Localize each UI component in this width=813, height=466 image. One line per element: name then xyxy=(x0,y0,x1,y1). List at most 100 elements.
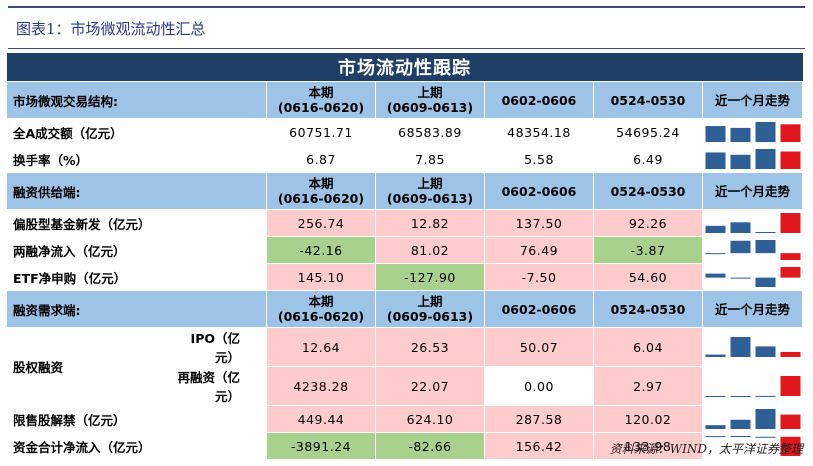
trend-bar xyxy=(780,253,801,260)
trend-bar xyxy=(780,414,801,429)
trend-sparkline xyxy=(705,213,801,234)
value-cell: 449.44 xyxy=(266,405,376,433)
trend-bar xyxy=(705,425,726,429)
column-header-line1: 上期 xyxy=(417,176,443,191)
row-label: 偏股型基金新发（亿元） xyxy=(6,209,267,237)
value-cell: -82.66 xyxy=(375,432,485,460)
trend-cell xyxy=(702,118,803,146)
column-header-line2: (0616-0620) xyxy=(277,191,365,206)
row-label: 全A成交额（亿元） xyxy=(6,118,267,146)
table-row: 两融净流入（亿元） -42.16 81.02 76.49 -3.87 xyxy=(6,236,803,264)
trend-sparkline xyxy=(705,436,801,456)
trend-bar xyxy=(730,419,751,429)
trend-bar xyxy=(705,152,726,169)
column-header: 0524-0530 xyxy=(593,172,703,210)
value-cell: 48354.18 xyxy=(484,118,594,146)
column-header-line1: 0602-0606 xyxy=(501,301,577,317)
column-header-line1: 0524-0530 xyxy=(610,183,686,199)
value-cell: 133.98 xyxy=(593,432,703,460)
column-header: 上期 (0609-0613) xyxy=(375,290,485,328)
trend-cell xyxy=(702,405,803,433)
value-cell: -3.87 xyxy=(593,236,703,264)
column-header-line1: 上期 xyxy=(417,294,443,309)
table-row: ETF净申购（亿元） 145.10 -127.90 -7.50 54.60 xyxy=(6,263,803,291)
table-row: 换手率（%） 6.87 7.85 5.58 6.49 xyxy=(6,145,803,173)
column-header: 0602-0606 xyxy=(484,81,594,119)
column-header: 0602-0606 xyxy=(484,172,594,210)
value-cell: 6.87 xyxy=(266,145,376,173)
trend-bar xyxy=(705,253,726,255)
trend-bar xyxy=(705,126,726,142)
trend-bar xyxy=(780,267,801,278)
value-cell: 12.82 xyxy=(375,209,485,237)
value-cell: 76.49 xyxy=(484,236,594,264)
trend-bar xyxy=(705,354,726,357)
column-header-line2: (0616-0620) xyxy=(277,309,365,324)
value-cell: 54695.24 xyxy=(593,118,703,146)
section-header-row: 融资供给端: 本期 (0616-0620) 上期 (0609-0613) 0602-060… xyxy=(6,172,803,210)
value-cell: 137.50 xyxy=(484,209,594,237)
column-header-line1: 上期 xyxy=(417,85,443,100)
trend-bar xyxy=(730,127,751,142)
liquidity-table: 市场流动性跟踪 市场微观交易结构: 本期 (0616-0620) 上期 (0609-06… xyxy=(6,53,803,460)
section-label: 融资供给端: xyxy=(6,172,267,210)
value-cell: 2.97 xyxy=(593,366,703,406)
section-label: 市场微观交易结构: xyxy=(6,81,267,119)
value-cell: 50.07 xyxy=(484,327,594,367)
trend-bar xyxy=(780,124,801,142)
table-row: 全A成交额（亿元） 60751.71 68583.89 48354.18 54695.2… xyxy=(6,118,803,146)
column-header: 本期 (0616-0620) xyxy=(266,172,376,210)
value-cell: 68583.89 xyxy=(375,118,485,146)
trend-bar xyxy=(730,396,751,397)
value-cell: 6.04 xyxy=(593,327,703,367)
trend-sparkline xyxy=(705,376,801,397)
trend-cell xyxy=(702,432,803,460)
value-cell: 256.74 xyxy=(266,209,376,237)
value-cell: 5.58 xyxy=(484,145,594,173)
value-cell: -3891.24 xyxy=(266,432,376,460)
table-title-row: 市场流动性跟踪 xyxy=(6,53,803,82)
value-cell: 287.58 xyxy=(484,405,594,433)
row-label: ETF净申购（亿元） xyxy=(6,263,267,291)
trend-bar xyxy=(730,154,751,169)
trend-bar xyxy=(755,346,776,357)
row-label: 资金合计净流入（亿元） xyxy=(6,432,267,460)
trend-bar xyxy=(755,149,776,169)
row-label: 再融资（亿元） xyxy=(176,366,267,406)
value-cell: 22.07 xyxy=(375,366,485,406)
figure-title-bar: 图表1：市场微观流动性汇总 xyxy=(8,6,805,49)
row-label: 换手率（%） xyxy=(6,145,267,173)
trend-bar xyxy=(730,277,751,279)
trend-bar xyxy=(755,395,776,397)
figure-title: 图表1：市场微观流动性汇总 xyxy=(16,20,206,38)
column-header-line2: (0609-0613) xyxy=(386,309,474,324)
value-cell: -42.16 xyxy=(266,236,376,264)
column-header-line1: 本期 xyxy=(308,85,334,100)
row-label: IPO（亿元） xyxy=(176,327,267,367)
column-header: 上期 (0609-0613) xyxy=(375,81,485,119)
column-header: 本期 (0616-0620) xyxy=(266,81,376,119)
trend-cell xyxy=(702,263,803,291)
value-cell: 156.42 xyxy=(484,432,594,460)
value-cell: 92.26 xyxy=(593,209,703,237)
column-header: 上期 (0609-0613) xyxy=(375,172,485,210)
table-title: 市场流动性跟踪 xyxy=(6,53,803,82)
trend-bar xyxy=(780,351,801,357)
trend-bar xyxy=(755,409,776,429)
trend-sparkline xyxy=(705,149,801,169)
column-header: 0602-0606 xyxy=(484,290,594,328)
trend-bar xyxy=(705,225,726,233)
column-header-line1: 0602-0606 xyxy=(501,183,577,199)
trend-bar xyxy=(730,337,751,357)
section-label: 融资需求端: xyxy=(6,290,267,328)
column-header-line2: (0616-0620) xyxy=(277,100,365,115)
value-cell: 12.64 xyxy=(266,327,376,367)
section-header-row: 市场微观交易结构: 本期 (0616-0620) 上期 (0609-0613) 0602-… xyxy=(6,81,803,119)
value-cell: 4238.28 xyxy=(266,366,376,406)
trend-header: 近一个月走势 xyxy=(702,290,803,328)
trend-bar xyxy=(705,395,726,397)
trend-bar xyxy=(755,232,776,234)
row-label: 两融净流入（亿元） xyxy=(6,236,267,264)
column-header-line1: 本期 xyxy=(308,294,334,309)
trend-bar xyxy=(755,436,776,438)
